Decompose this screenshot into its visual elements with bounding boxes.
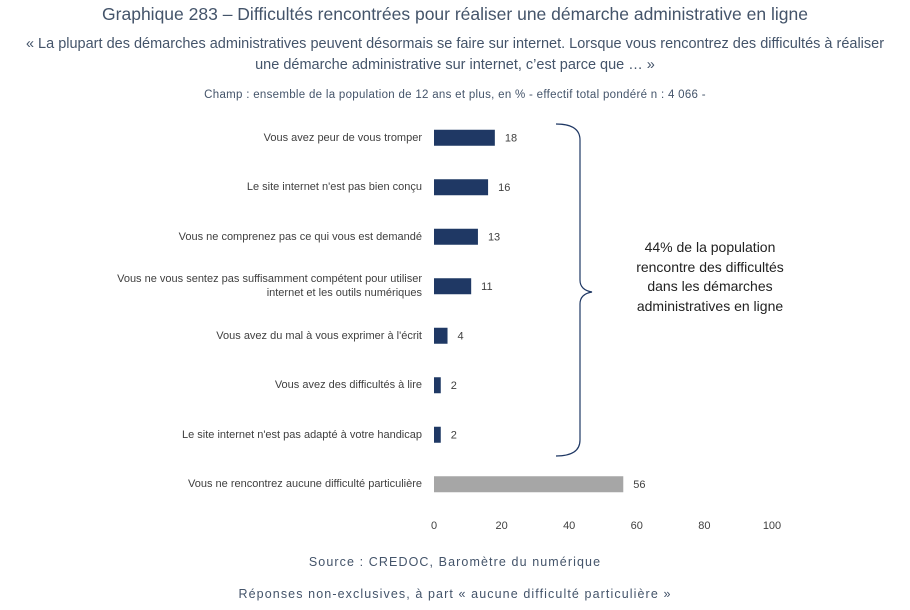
data-label: 56 [633, 479, 645, 491]
bar [434, 278, 472, 295]
x-tick-label: 0 [431, 520, 437, 532]
data-label: 2 [451, 430, 457, 442]
data-label: 11 [481, 281, 492, 293]
y-tick-label: Vous avez des difficultés à lire [274, 379, 422, 392]
y-tick-label: Le site internet n'est pas bien conçu [246, 181, 422, 194]
x-tick-label: 80 [698, 520, 710, 532]
data-label: 2 [451, 380, 457, 392]
x-tick-label: 60 [631, 520, 643, 532]
source: Source : CREDOC, Baromètre du numérique [308, 555, 602, 569]
brace [555, 123, 593, 457]
y-tick-label: Vous avez du mal à vous exprimer à l'écr… [216, 329, 422, 342]
data-label: 16 [498, 182, 510, 194]
data-label: 13 [488, 232, 500, 244]
chart-scope: Champ : ensemble de la population de 12 … [204, 89, 706, 101]
x-tick-label: 100 [763, 520, 781, 532]
bar [434, 426, 441, 443]
bar [434, 327, 448, 344]
y-tick-label: Vous ne rencontrez aucune difficulté par… [188, 478, 422, 491]
x-tick-label: 20 [495, 520, 507, 532]
bar [434, 179, 489, 196]
note: Réponses non-exclusives, à part « aucune… [238, 587, 672, 601]
chart-subtitle: « La plupart des démarches administrativ… [25, 36, 885, 73]
bar [434, 476, 624, 493]
y-tick-label: Vous avez peur de vous tromper [263, 131, 422, 144]
y-tick-label: Vous ne vous sentez pas suffisamment com… [117, 273, 422, 300]
data-label: 18 [505, 133, 517, 145]
bar [434, 377, 441, 394]
y-tick-label: Vous ne comprenez pas ce qui vous est de… [178, 230, 422, 243]
bar [434, 228, 478, 245]
y-tick-label: Le site internet n'est pas adapté à votr… [182, 428, 422, 441]
data-label: 4 [458, 331, 464, 343]
annotation: 44% de la population rencontre des diffi… [636, 239, 784, 314]
x-tick-label: 40 [563, 520, 575, 532]
bar [434, 129, 495, 146]
chart-title: Graphique 283 – Difficultés rencontrées … [102, 4, 808, 24]
